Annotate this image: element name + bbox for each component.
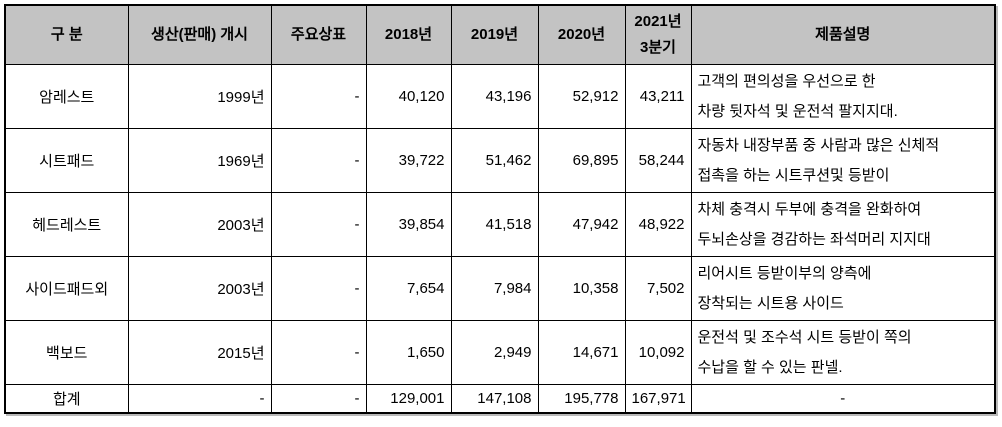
header-product-description: 제품설명: [690, 4, 996, 65]
cell-2018: 7,654: [365, 256, 452, 321]
header-2021-line1: 2021년: [634, 13, 682, 30]
product-sales-table: 구 분 생산(판매) 개시 주요상표 2018년 2019년 2020년 202…: [4, 4, 996, 414]
cell-2020: 52,912: [537, 64, 626, 129]
description-line2: 장착되는 시트용 사이드: [697, 294, 844, 312]
cell-main-brand: -: [270, 64, 367, 129]
cell-2019: 41,518: [450, 192, 539, 257]
cell-category: 백보드: [4, 320, 129, 385]
header-row: 구 분 생산(판매) 개시 주요상표 2018년 2019년 2020년 202…: [4, 4, 996, 65]
total-category: 합계: [4, 384, 129, 413]
header-2020: 2020년: [537, 4, 626, 65]
header-production-start: 생산(판매) 개시: [127, 4, 272, 65]
total-2021-q3: 167,971: [624, 384, 692, 413]
table-row: 시트패드 1969년 - 39,722 51,462 69,895 58,244…: [4, 128, 996, 193]
cell-2021-q3: 7,502: [624, 256, 692, 321]
cell-2018: 1,650: [365, 320, 452, 385]
cell-category: 헤드레스트: [4, 192, 129, 257]
cell-production-start: 1999년: [127, 64, 272, 129]
total-production-start: -: [127, 384, 272, 413]
cell-description: 운전석 및 조수석 시트 등받이 쪽의 수납을 할 수 있는 판넬.: [690, 320, 996, 385]
cell-2019: 2,949: [450, 320, 539, 385]
cell-production-start: 2003년: [127, 192, 272, 257]
cell-2018: 40,120: [365, 64, 452, 129]
cell-category: 사이드패드외: [4, 256, 129, 321]
header-main-brand: 주요상표: [270, 4, 367, 65]
total-main-brand: -: [270, 384, 367, 413]
cell-production-start: 1969년: [127, 128, 272, 193]
cell-main-brand: -: [270, 192, 367, 257]
cell-2018: 39,722: [365, 128, 452, 193]
header-2019: 2019년: [450, 4, 539, 65]
cell-category: 암레스트: [4, 64, 129, 129]
cell-2020: 10,358: [537, 256, 626, 321]
cell-description: 자동차 내장부품 중 사람과 많은 신체적 접촉을 하는 시트쿠션및 등받이: [690, 128, 996, 193]
table-row: 사이드패드외 2003년 - 7,654 7,984 10,358 7,502 …: [4, 256, 996, 321]
cell-2020: 69,895: [537, 128, 626, 193]
table-row: 헤드레스트 2003년 - 39,854 41,518 47,942 48,92…: [4, 192, 996, 257]
header-2021-q3: 2021년 3분기: [624, 4, 692, 65]
table-row: 암레스트 1999년 - 40,120 43,196 52,912 43,211…: [4, 64, 996, 129]
header-2021-line2: 3분기: [640, 39, 676, 56]
cell-description: 차체 충격시 두부에 충격을 완화하여 두뇌손상을 경감하는 좌석머리 지지대: [690, 192, 996, 257]
total-row: 합계 - - 129,001 147,108 195,778 167,971 -: [4, 384, 996, 413]
header-2018: 2018년: [365, 4, 452, 65]
description-line1: 운전석 및 조수석 시트 등받이 쪽의: [697, 328, 912, 346]
total-2019: 147,108: [450, 384, 539, 413]
cell-category: 시트패드: [4, 128, 129, 193]
cell-2021-q3: 58,244: [624, 128, 692, 193]
header-category: 구 분: [4, 4, 129, 65]
description-line1: 고객의 편의성을 우선으로 한: [697, 72, 876, 90]
cell-2020: 14,671: [537, 320, 626, 385]
description-line2: 두뇌손상을 경감하는 좌석머리 지지대: [697, 230, 931, 248]
cell-2019: 43,196: [450, 64, 539, 129]
cell-2019: 7,984: [450, 256, 539, 321]
total-2020: 195,778: [537, 384, 626, 413]
cell-production-start: 2015년: [127, 320, 272, 385]
cell-description: 리어시트 등받이부의 양측에 장착되는 시트용 사이드: [690, 256, 996, 321]
cell-2019: 51,462: [450, 128, 539, 193]
cell-main-brand: -: [270, 256, 367, 321]
table-row: 백보드 2015년 - 1,650 2,949 14,671 10,092 운전…: [4, 320, 996, 385]
description-line2: 수납을 할 수 있는 판넬.: [697, 358, 843, 376]
description-line2: 접촉을 하는 시트쿠션및 등받이: [697, 166, 890, 184]
cell-2021-q3: 10,092: [624, 320, 692, 385]
description-line1: 자동차 내장부품 중 사람과 많은 신체적: [697, 136, 940, 154]
total-description: -: [690, 384, 996, 413]
cell-description: 고객의 편의성을 우선으로 한 차량 뒷자석 및 운전석 팔지지대.: [690, 64, 996, 129]
description-line1: 차체 충격시 두부에 충격을 완화하여: [697, 200, 922, 218]
cell-production-start: 2003년: [127, 256, 272, 321]
cell-main-brand: -: [270, 320, 367, 385]
cell-main-brand: -: [270, 128, 367, 193]
cell-2018: 39,854: [365, 192, 452, 257]
description-line1: 리어시트 등받이부의 양측에: [697, 264, 872, 282]
cell-2020: 47,942: [537, 192, 626, 257]
cell-2021-q3: 43,211: [624, 64, 692, 129]
description-line2: 차량 뒷자석 및 운전석 팔지지대.: [697, 102, 898, 120]
cell-2021-q3: 48,922: [624, 192, 692, 257]
total-2018: 129,001: [365, 384, 452, 413]
